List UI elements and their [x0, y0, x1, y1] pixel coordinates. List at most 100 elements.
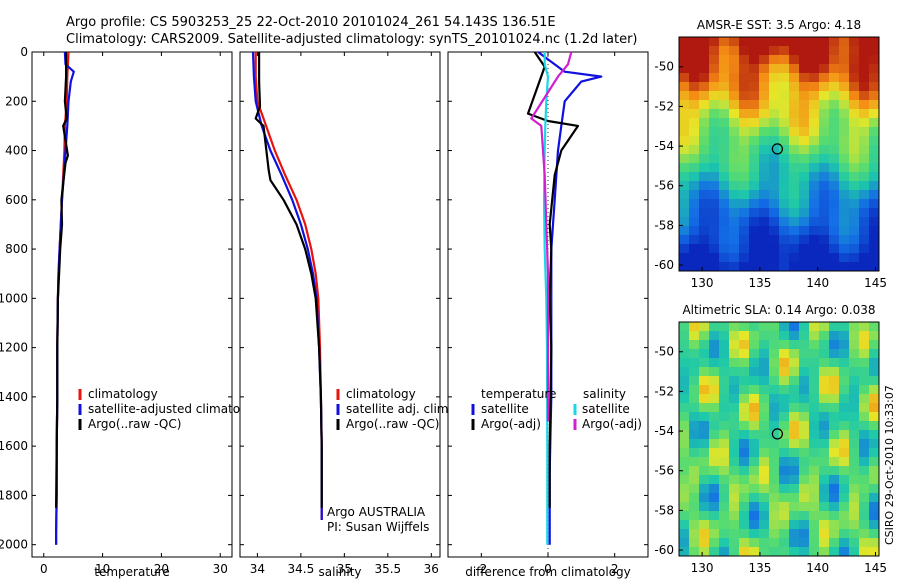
map-cell [849, 439, 859, 448]
map-cell [709, 547, 719, 556]
map-cell [779, 520, 789, 529]
map-cell [829, 253, 839, 262]
map-cell [839, 412, 849, 421]
map-cell [699, 511, 709, 520]
map-cell [769, 82, 779, 91]
map-cell [839, 73, 849, 82]
map-cell [829, 163, 839, 172]
map-cell [859, 430, 869, 439]
map-cell [699, 349, 709, 358]
map-cell [749, 55, 759, 64]
map-cell [779, 331, 789, 340]
map-cell [839, 385, 849, 394]
map-cell [679, 91, 689, 100]
map-cell [689, 322, 699, 331]
map-cell [769, 529, 779, 538]
map-cell [739, 331, 749, 340]
map-cell [739, 493, 749, 502]
map-cell [689, 484, 699, 493]
map-cell [829, 136, 839, 145]
map-cell [819, 340, 829, 349]
map-cell [689, 118, 699, 127]
map-cell [839, 91, 849, 100]
map-cell [859, 322, 869, 331]
map-cell [739, 82, 749, 91]
legend-label: satellite [481, 402, 529, 416]
map-cell [739, 262, 749, 271]
map-cell [859, 493, 869, 502]
map-cell [789, 385, 799, 394]
map-cell [719, 226, 729, 235]
map-cell [689, 421, 699, 430]
map-cell [789, 448, 799, 457]
map-cell [849, 73, 859, 82]
y-tick-label: 200 [5, 94, 28, 108]
map-cell [789, 64, 799, 73]
map-cell [819, 199, 829, 208]
map-cell [679, 118, 689, 127]
map-cell [779, 412, 789, 421]
axes-frame [239, 51, 441, 558]
map-cell [849, 136, 859, 145]
map-cell [729, 199, 739, 208]
map-cell [769, 91, 779, 100]
map-cell [679, 475, 689, 484]
map-cell [799, 226, 809, 235]
map-cell [689, 172, 699, 181]
map-cell [819, 412, 829, 421]
map-cell [829, 367, 839, 376]
map-cell [829, 262, 839, 271]
map-cell [799, 340, 809, 349]
map-cell [739, 547, 749, 556]
map-cell [779, 181, 789, 190]
map-cell [809, 529, 819, 538]
map-cell [739, 322, 749, 331]
map-cell [839, 262, 849, 271]
map-cell [829, 484, 839, 493]
map-cell [849, 64, 859, 73]
map-cell [699, 367, 709, 376]
map-cell [729, 253, 739, 262]
map-cell [759, 109, 769, 118]
map-cell [749, 226, 759, 235]
map-cell [729, 127, 739, 136]
map-cell [789, 484, 799, 493]
map-cell [749, 385, 759, 394]
map-cell [709, 331, 719, 340]
map-cell [709, 145, 719, 154]
map-cell [709, 217, 719, 226]
map-cell [829, 538, 839, 547]
map-cell [759, 538, 769, 547]
map-cell [729, 331, 739, 340]
map-cell [769, 217, 779, 226]
map-cell [759, 136, 769, 145]
map-cell [769, 118, 779, 127]
map-cell [759, 457, 769, 466]
map-cell [849, 331, 859, 340]
map-cell [839, 439, 849, 448]
map-cell [819, 376, 829, 385]
map-cell [809, 358, 819, 367]
map-cell [709, 439, 719, 448]
map-cell [709, 82, 719, 91]
map-cell [679, 358, 689, 367]
map-cell [749, 457, 759, 466]
map-cell [689, 376, 699, 385]
map-cell [749, 217, 759, 226]
map-cell [769, 385, 779, 394]
map-cell [779, 385, 789, 394]
y-tick-label: 600 [5, 193, 28, 207]
map-cell [759, 466, 769, 475]
map-cell [739, 145, 749, 154]
map-cell [769, 376, 779, 385]
map-cell [779, 244, 789, 253]
map-cell [859, 403, 869, 412]
map-cell [869, 73, 879, 82]
map-cell [779, 253, 789, 262]
map-cell [739, 376, 749, 385]
map-cell [749, 421, 759, 430]
map-cell [799, 244, 809, 253]
legend-label: satellite adj. clim. [346, 402, 452, 416]
